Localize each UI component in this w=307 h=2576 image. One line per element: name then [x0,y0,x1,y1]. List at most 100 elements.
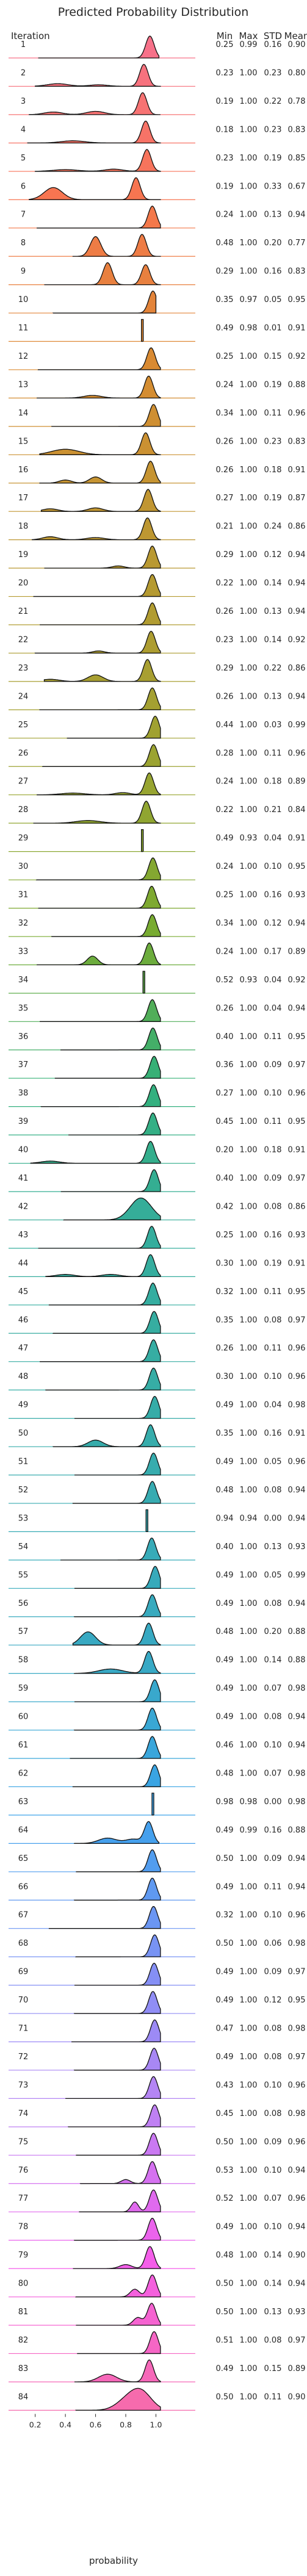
stat-max: 1.00 [240,1486,258,1495]
ridge-row: 43 0.25 1.00 0.16 0.93 [9,1226,305,1249]
iteration-label: 8 [21,239,26,248]
ridge-row: 54 0.40 1.00 0.13 0.93 [9,1538,305,1561]
density-curve [39,687,161,711]
stat-mean: 0.96 [288,2081,306,2090]
iteration-label: 25 [18,721,29,730]
stat-mean: 0.77 [288,239,306,248]
stat-min: 0.49 [216,2364,234,2373]
stat-max: 1.00 [240,721,258,730]
stat-mean: 0.98 [288,1939,306,1948]
density-curve [43,659,161,682]
stat-mean: 0.94 [288,1599,306,1608]
stat-std: 0.11 [264,2392,282,2402]
stat-std: 0.09 [264,1060,282,1070]
stat-mean: 0.86 [288,664,306,673]
stat-max: 1.00 [240,1089,258,1098]
stat-std: 0.08 [264,1486,282,1495]
iteration-label: 75 [18,2137,29,2146]
density-curve [75,1934,161,1957]
stat-std: 0.10 [264,1741,282,1750]
iteration-label: 53 [18,1514,29,1523]
x-tick-label: 0.6 [90,2420,102,2429]
density-curve [76,2303,161,2326]
iteration-label: 83 [18,2364,29,2373]
iteration-label: 5 [21,154,26,163]
stat-mean: 0.93 [288,2308,306,2317]
density-curve [37,772,161,796]
stat-max: 1.00 [240,2053,258,2062]
stat-std: 0.08 [264,2109,282,2118]
ridge-row: 30 0.24 1.00 0.10 0.95 [9,857,305,880]
stat-std: 0.12 [264,1996,282,2005]
stat-mean: 0.94 [288,2223,306,2232]
x-tick-label: 0.4 [59,2420,71,2429]
x-axis: 0.2 0.4 0.6 0.8 1.0 [29,2414,162,2429]
iteration-label: 35 [18,1004,29,1013]
density-curve [29,177,161,200]
iteration-label: 58 [18,1656,29,1665]
stat-min: 0.45 [216,2109,234,2118]
iteration-label: 15 [18,437,29,446]
stat-min: 0.32 [216,1911,234,1920]
stat-max: 1.00 [240,1627,258,1636]
stat-min: 0.48 [216,1627,234,1636]
stat-min: 0.53 [216,2166,234,2175]
stat-max: 1.00 [240,1570,258,1580]
iteration-label: 36 [18,1032,29,1042]
ridge-row: 31 0.25 1.00 0.16 0.93 [9,885,305,909]
density-curve [52,1311,161,1334]
stat-mean: 0.94 [288,1713,306,1722]
density-curve [151,1793,154,1816]
stat-min: 0.21 [216,522,234,531]
stat-mean: 0.92 [288,976,306,985]
iteration-label: 11 [18,324,29,333]
stat-mean: 0.96 [288,1458,306,1467]
stat-std: 0.11 [264,1117,282,1126]
ridge-row: 37 0.36 1.00 0.09 0.97 [9,1056,305,1079]
stat-mean: 0.88 [288,1826,306,1835]
stat-mean: 0.91 [288,1259,306,1268]
stat-std: 0.23 [264,437,282,446]
iteration-label: 29 [18,834,29,843]
iteration-label: 16 [18,466,29,475]
density-curve [79,2161,161,2184]
stat-std: 0.00 [264,1797,282,1807]
stat-min: 0.23 [216,68,234,77]
stat-std: 0.11 [264,749,282,758]
ridge-row: 26 0.28 1.00 0.11 0.96 [9,744,305,767]
stat-mean: 0.92 [288,352,306,361]
ridge-row: 58 0.49 1.00 0.14 0.88 [9,1651,305,1674]
density-curve [51,914,161,937]
density-curve [73,2246,161,2269]
stat-std: 0.12 [264,550,282,559]
stat-max: 1.00 [240,68,258,77]
density-curve [74,2359,161,2383]
stat-max: 1.00 [240,1202,258,1211]
stat-min: 0.24 [216,210,234,220]
stat-max: 0.93 [240,976,258,985]
stat-max: 1.00 [240,777,258,786]
stat-max: 1.00 [240,2364,258,2373]
stat-std: 0.08 [264,2024,282,2034]
iteration-label: 52 [18,1486,29,1495]
stat-max: 1.00 [240,891,258,900]
stat-max: 1.00 [240,267,258,276]
stat-min: 0.44 [216,721,234,730]
stat-std: 0.10 [264,1089,282,1098]
iteration-label: 21 [18,607,29,616]
ridge-row: 67 0.32 1.00 0.10 0.96 [9,1906,305,1929]
stat-mean: 0.97 [288,1174,306,1183]
stat-std: 0.19 [264,380,282,389]
iteration-label: 17 [18,494,29,503]
stat-std: 0.10 [264,2166,282,2175]
stat-max: 1.00 [240,607,258,616]
stat-min: 0.24 [216,862,234,871]
stat-header-max: Max [239,31,258,41]
ridge-row: 45 0.32 1.00 0.11 0.95 [9,1283,305,1306]
stat-min: 0.23 [216,635,234,644]
iteration-label: 56 [18,1599,29,1608]
density-curve [141,318,144,342]
iteration-label: 72 [18,2053,29,2062]
density-curve [74,1566,161,1589]
stat-max: 1.00 [240,1996,258,2005]
